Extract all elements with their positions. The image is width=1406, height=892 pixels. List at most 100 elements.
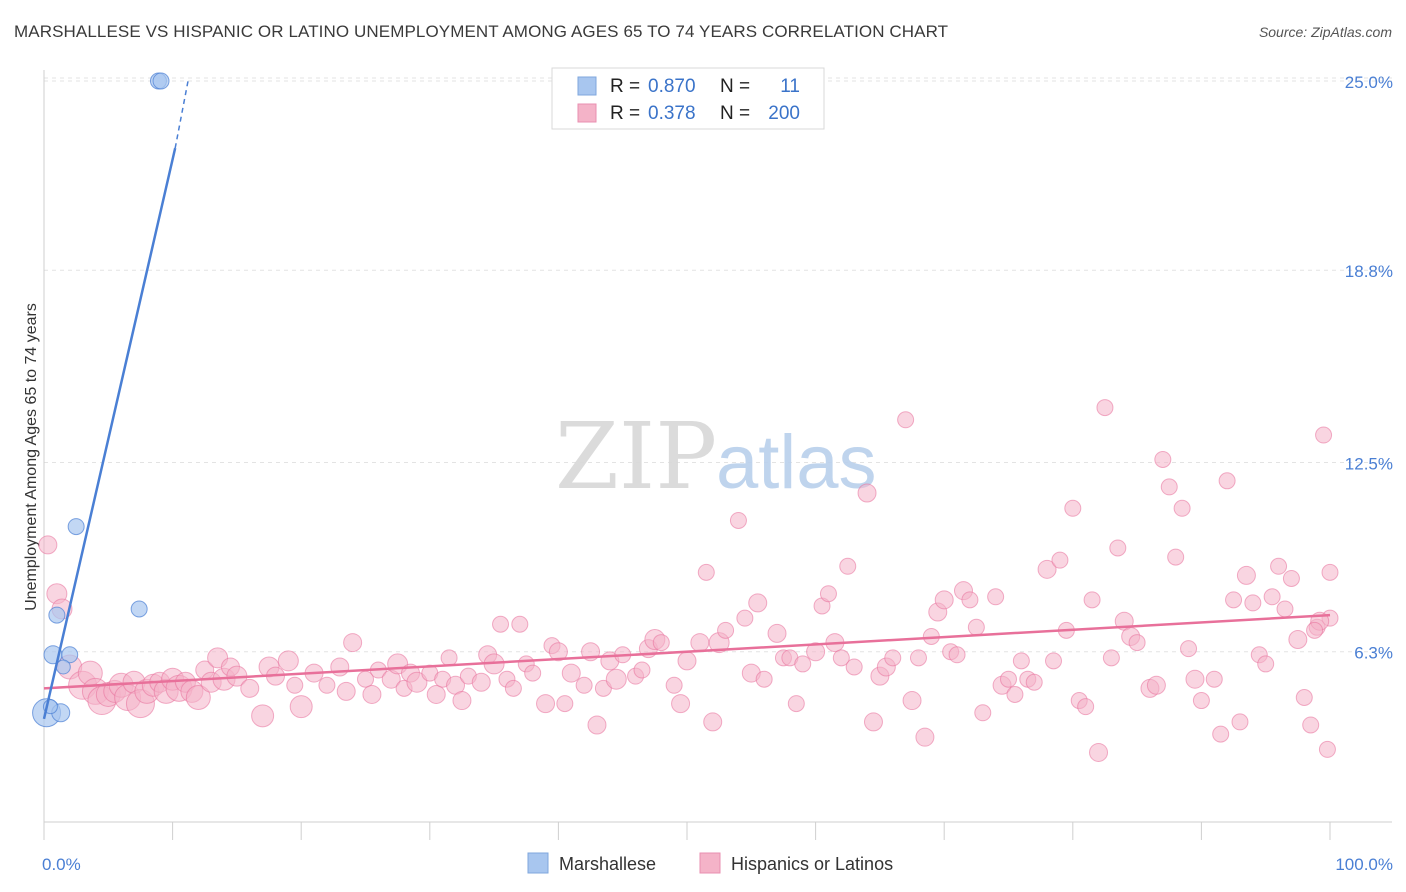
hispanic-point — [665, 676, 683, 694]
hispanic-point — [1012, 652, 1030, 670]
hispanic-point — [524, 664, 542, 682]
bottom-legend-swatch-hispanic — [699, 852, 721, 874]
hispanic-point — [633, 661, 651, 679]
chart-title: MARSHALLESE VS HISPANIC OR LATINO UNEMPL… — [14, 22, 949, 41]
hispanic-point — [1270, 557, 1288, 575]
hispanic-point — [748, 593, 768, 613]
hispanic-point — [1167, 548, 1185, 566]
hispanic-point — [1096, 399, 1114, 417]
marshallese-point — [61, 646, 79, 664]
marshallese-point — [48, 606, 66, 624]
legend-n-label-1: N = — [720, 76, 750, 97]
hispanic-point — [587, 715, 607, 735]
pink-points — [38, 399, 1339, 762]
hispanic-point — [1225, 591, 1243, 609]
hispanic-point — [677, 651, 697, 671]
bottom-legend-label-marshallese: Marshallese — [559, 854, 656, 874]
trend-lines — [42, 80, 1331, 720]
hispanic-point — [863, 712, 883, 732]
hispanic-point — [1257, 655, 1275, 673]
legend-swatch-marshallese — [577, 76, 597, 96]
hispanic-point — [832, 649, 850, 667]
hispanic-point — [1000, 670, 1017, 688]
hispanic-point — [251, 704, 275, 728]
x-tick-label-min: 0.0% — [42, 855, 81, 874]
hispanic-point — [1045, 652, 1063, 670]
y-tick-label: 12.5% — [1345, 455, 1393, 474]
source-credit: Source: ZipAtlas.com — [1258, 24, 1392, 40]
hispanic-point — [504, 679, 522, 697]
hispanic-point — [1205, 670, 1223, 688]
blue-points — [32, 72, 170, 728]
hispanic-point — [839, 557, 857, 575]
legend-r-value-1: 0.870 — [648, 76, 696, 97]
hispanic-point — [561, 663, 581, 683]
hispanic-point — [897, 411, 915, 429]
hispanic-point — [1244, 594, 1262, 612]
legend-r-label-1: R = — [610, 76, 640, 97]
hispanic-point — [1180, 640, 1198, 658]
hispanic-point — [289, 695, 313, 719]
hispanic-point — [452, 691, 472, 711]
hispanic-point — [845, 658, 863, 676]
y-tick-label: 25.0% — [1345, 73, 1393, 92]
hispanic-point — [697, 563, 715, 581]
marshallese-point — [130, 600, 148, 618]
hispanic-point — [1173, 499, 1191, 517]
y-tick-label: 18.8% — [1345, 262, 1393, 281]
marshallese-trend-line — [42, 147, 177, 720]
hispanic-point — [440, 649, 458, 667]
bottom-legend: Marshallese Hispanics or Latinos — [527, 852, 893, 874]
hispanic-point — [1263, 588, 1281, 606]
hispanic-point — [948, 646, 966, 664]
hispanic-point — [556, 695, 574, 713]
hispanic-point — [1276, 600, 1294, 618]
hispanic-point — [671, 694, 691, 714]
hispanic-point — [934, 590, 954, 610]
gridlines — [44, 77, 1392, 653]
hispanic-point — [1089, 742, 1109, 762]
hispanic-point — [1302, 716, 1320, 734]
hispanic-point — [806, 642, 826, 662]
y-tick-label: 6.3% — [1354, 644, 1393, 663]
watermark-atlas: atlas — [716, 420, 877, 505]
hispanic-point — [1064, 499, 1082, 517]
hispanic-point — [755, 670, 773, 688]
axes — [43, 70, 1392, 840]
hispanic-point — [987, 588, 1005, 606]
hispanic-point — [1037, 559, 1057, 579]
hispanic-point — [318, 676, 336, 694]
hispanic-point — [767, 623, 787, 643]
hispanic-point — [1231, 713, 1249, 731]
legend-r-label-2: R = — [610, 103, 640, 124]
hispanic-point — [343, 633, 363, 653]
hispanic-point — [330, 657, 350, 677]
hispanic-point — [1218, 472, 1236, 490]
hispanic-point — [652, 634, 670, 652]
legend-n-value-2: 200 — [768, 103, 800, 124]
marshallese-point — [152, 72, 170, 90]
hispanic-point — [286, 676, 304, 694]
hispanic-point — [787, 695, 805, 713]
legend-r-value-2: 0.378 — [648, 103, 696, 124]
bottom-legend-label-hispanic: Hispanics or Latinos — [731, 854, 893, 874]
hispanic-point — [605, 668, 627, 690]
hispanic-point — [794, 655, 812, 673]
hispanic-point — [1306, 621, 1324, 639]
hispanic-point — [1128, 634, 1146, 652]
hispanic-point — [511, 615, 529, 633]
hispanic-point — [1006, 685, 1024, 703]
hispanic-point — [1083, 591, 1101, 609]
hispanic-point — [277, 650, 299, 672]
legend-swatch-hispanic — [577, 103, 597, 123]
hispanic-point — [1192, 692, 1210, 710]
hispanic-point — [336, 681, 356, 701]
hispanic-point — [717, 621, 735, 639]
hispanic-point — [1295, 689, 1313, 707]
hispanic-point — [902, 691, 922, 711]
hispanic-point — [974, 704, 992, 722]
hispanic-point — [1288, 630, 1308, 650]
hispanic-point — [690, 633, 710, 653]
hispanic-point — [575, 676, 593, 694]
